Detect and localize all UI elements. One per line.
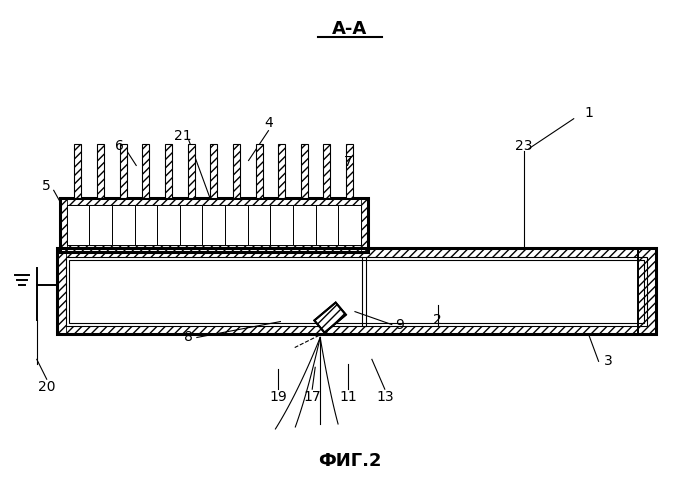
Text: ФИГ.2: ФИГ.2	[318, 452, 382, 470]
Bar	[120, 144, 127, 198]
Bar	[293, 205, 316, 245]
Bar	[188, 144, 195, 198]
Bar	[66, 205, 361, 245]
Bar	[638, 248, 657, 335]
Bar	[361, 198, 368, 252]
Text: 9: 9	[395, 318, 404, 332]
Text: 2: 2	[433, 313, 442, 326]
Bar	[60, 198, 368, 252]
Bar	[165, 144, 172, 198]
Bar	[90, 205, 112, 245]
Text: 13: 13	[376, 390, 393, 404]
Text: 23: 23	[515, 139, 533, 152]
Bar	[316, 205, 338, 245]
Bar	[278, 144, 285, 198]
Text: 17: 17	[303, 390, 321, 404]
Bar	[270, 205, 293, 245]
Text: А-А: А-А	[332, 20, 368, 38]
Bar	[346, 144, 353, 198]
Bar	[97, 144, 104, 198]
Bar	[57, 248, 657, 335]
Text: 20: 20	[38, 380, 55, 394]
Bar	[74, 144, 81, 198]
Text: 19: 19	[270, 390, 287, 404]
Text: 21: 21	[174, 128, 192, 143]
Bar	[66, 248, 648, 257]
Text: 5: 5	[43, 179, 51, 194]
Bar	[210, 144, 217, 198]
Bar	[69, 260, 644, 322]
Bar	[248, 205, 270, 245]
Bar	[648, 248, 657, 335]
Bar	[142, 144, 149, 198]
Text: 11: 11	[339, 390, 357, 404]
Bar	[66, 198, 361, 205]
Text: 7: 7	[344, 155, 352, 170]
Bar	[134, 205, 158, 245]
Bar	[256, 144, 262, 198]
Bar	[323, 144, 330, 198]
Bar	[301, 144, 308, 198]
Bar	[57, 248, 657, 335]
Bar	[60, 198, 368, 252]
Bar	[57, 248, 66, 335]
Text: 3: 3	[604, 354, 613, 368]
Bar	[66, 325, 648, 335]
Bar	[338, 205, 361, 245]
Bar	[233, 144, 240, 198]
Text: 6: 6	[115, 139, 124, 152]
Bar	[66, 257, 648, 325]
Text: 1: 1	[584, 106, 593, 120]
Bar	[158, 205, 180, 245]
Text: 8: 8	[185, 330, 193, 344]
Bar	[180, 205, 202, 245]
Bar	[638, 248, 657, 335]
Bar	[66, 245, 361, 252]
Bar	[60, 198, 66, 252]
Bar	[112, 205, 134, 245]
Text: 4: 4	[264, 116, 273, 130]
Polygon shape	[314, 302, 346, 333]
Bar	[225, 205, 248, 245]
Bar	[202, 205, 225, 245]
Bar	[66, 205, 90, 245]
